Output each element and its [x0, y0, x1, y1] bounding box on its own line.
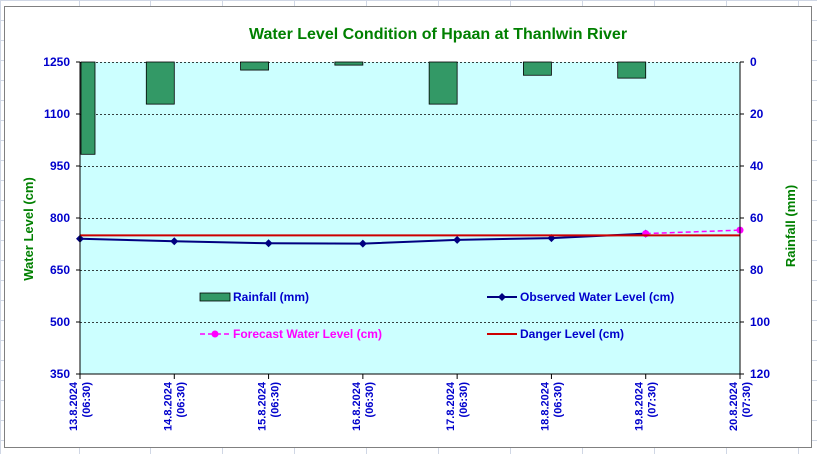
secondary-y-tick-label: 0 — [750, 55, 757, 69]
observed-water-level-cm-marker — [453, 235, 462, 244]
x-tick-label-line: (07:30) — [741, 382, 753, 418]
secondary-y-tick-label: 120 — [750, 367, 770, 381]
legend-swatch-marker — [211, 330, 219, 338]
x-tick-label-line: (06:30) — [552, 382, 564, 418]
x-tick-label: 18.8.2024 (06:30) — [539, 381, 564, 431]
rainfall-bar — [80, 61, 96, 155]
legend-swatch-rainfall — [199, 292, 231, 302]
y-tick-label: 1100 — [44, 107, 70, 121]
x-tick-label-line: 17.8.2024 — [445, 381, 457, 431]
x-tick-label-line: 19.8.2024 — [634, 381, 646, 431]
x-tick-label-line: 18.8.2024 — [539, 381, 551, 431]
x-tick-label-line: (06:30) — [458, 382, 470, 418]
rainfall-bar — [240, 61, 269, 71]
x-tick-label: 16.8.2024 (06:30) — [351, 381, 376, 431]
secondary-y-tick-label: 20 — [750, 107, 764, 121]
secondary-y-axis-title: Rainfall (mm) — [783, 185, 798, 267]
y-tick-label: 350 — [50, 367, 70, 381]
legend-label: Rainfall (mm) — [233, 290, 309, 304]
axes: 350 500 650 800 950 1100 1250 0 20 40 60 80 100 120 13… — [43, 55, 770, 431]
legend: Rainfall (mm) Observed Water Level (cm) Fo… — [199, 290, 674, 341]
x-tick-label: 13.8.2024 (06:30) — [68, 381, 93, 431]
secondary-y-tick-label: 60 — [750, 211, 764, 225]
secondary-y-tick-label: 40 — [750, 159, 764, 173]
legend-label: Danger Level (cm) — [520, 327, 624, 341]
x-tick-label-line: 15.8.2024 — [257, 381, 269, 431]
plot-area — [80, 62, 740, 374]
observed-water-level-cm-marker — [170, 237, 179, 246]
observed-water-level-cm-marker — [358, 239, 367, 248]
x-tick-label-line: (06:30) — [81, 382, 93, 418]
rainfall-bar — [428, 61, 458, 105]
x-tick-label: 19.8.2024 (07:30) — [634, 381, 659, 431]
observed-water-level-cm-marker — [264, 239, 273, 248]
y-tick-label: 650 — [50, 263, 70, 277]
x-tick-label: 17.8.2024 (06:30) — [445, 381, 470, 431]
y-tick-label: 950 — [50, 159, 70, 173]
y-tick-label: 1250 — [43, 55, 70, 69]
x-tick-label-line: (06:30) — [175, 382, 187, 418]
y-tick-label: 500 — [50, 315, 70, 329]
gridlines — [80, 62, 740, 323]
secondary-y-tick-label: 80 — [750, 263, 764, 277]
x-tick-label: 15.8.2024 (06:30) — [257, 381, 282, 431]
rainfall-bar — [334, 61, 364, 66]
x-tick-label-line: (06:30) — [270, 382, 282, 418]
x-tick-label-line: 20.8.2024 — [728, 381, 740, 431]
x-tick-label-line: (06:30) — [364, 382, 376, 418]
rainfall-bars — [80, 61, 647, 155]
legend-swatch-marker — [498, 293, 506, 301]
secondary-y-tick-label: 100 — [750, 315, 770, 329]
series-lines — [76, 226, 744, 248]
legend-label: Forecast Water Level (cm) — [233, 327, 382, 341]
legend-label: Observed Water Level (cm) — [520, 290, 674, 304]
chart-title: Water Level Condition of Hpaan at Thanlw… — [249, 26, 627, 43]
x-tick-label: 14.8.2024 (06:30) — [162, 381, 187, 431]
y-tick-label: 800 — [50, 211, 70, 225]
x-tick-label-line: (07:30) — [647, 382, 659, 418]
y-axis-title: Water Level (cm) — [21, 177, 36, 281]
x-tick-label-line: 13.8.2024 — [68, 381, 80, 431]
rainfall-bar — [523, 61, 552, 76]
x-tick-label: 20.8.2024 (07:30) — [728, 381, 753, 431]
rainfall-bar — [145, 61, 175, 105]
rainfall-bar — [617, 61, 647, 79]
x-tick-label-line: 14.8.2024 — [162, 381, 174, 431]
x-tick-label-line: 16.8.2024 — [351, 381, 363, 431]
